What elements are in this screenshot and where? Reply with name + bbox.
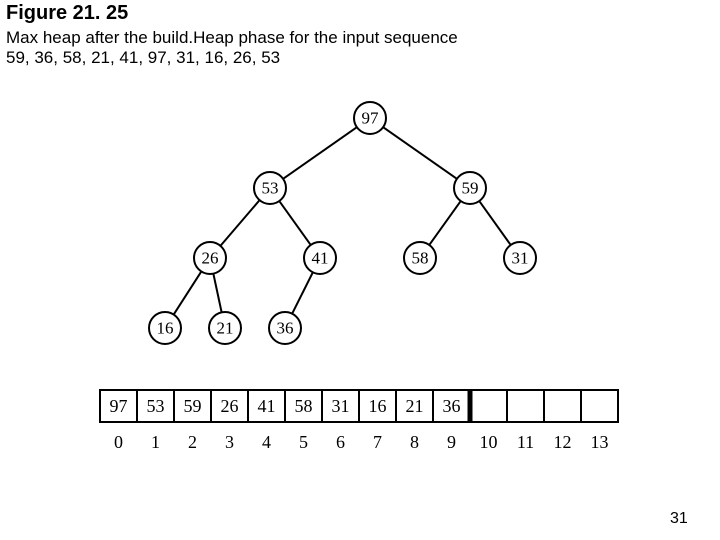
tree-node-label: 97 xyxy=(362,109,380,128)
array-index-label: 5 xyxy=(299,432,308,452)
tree-node-label: 59 xyxy=(462,179,479,198)
array-index-label: 6 xyxy=(336,432,345,452)
tree-edge xyxy=(429,201,460,245)
tree-edge xyxy=(213,274,221,313)
figure-caption: Max heap after the build.Heap phase for … xyxy=(6,28,458,68)
caption-line-2: 59, 36, 58, 21, 41, 97, 31, 16, 26, 53 xyxy=(6,48,458,68)
array-cell-value: 59 xyxy=(184,396,202,416)
array-index-label: 2 xyxy=(188,432,197,452)
caption-line-1: Max heap after the build.Heap phase for … xyxy=(6,28,458,48)
tree-edge xyxy=(292,272,313,313)
array-cell-value: 53 xyxy=(147,396,165,416)
array-index-label: 7 xyxy=(373,432,382,452)
array-index-label: 3 xyxy=(225,432,234,452)
array-cell-value: 16 xyxy=(369,396,387,416)
tree-node-label: 26 xyxy=(202,249,219,268)
tree-node-label: 58 xyxy=(412,249,429,268)
array-cell-value: 41 xyxy=(258,396,276,416)
array-index-label: 9 xyxy=(447,432,456,452)
array-index-label: 0 xyxy=(114,432,123,452)
page: Figure 21. 25 Max heap after the build.H… xyxy=(0,0,720,540)
array-cell-value: 97 xyxy=(110,396,128,416)
tree-edge xyxy=(174,271,202,314)
array-index-label: 10 xyxy=(480,432,498,452)
array-index-label: 8 xyxy=(410,432,419,452)
array-cell-value: 36 xyxy=(443,396,461,416)
array-cell-value: 26 xyxy=(221,396,239,416)
array-cell-value: 31 xyxy=(332,396,350,416)
tree-edge xyxy=(383,127,457,179)
tree-node-label: 41 xyxy=(312,249,329,268)
array-index-label: 13 xyxy=(591,432,609,452)
array-index-label: 12 xyxy=(554,432,572,452)
tree-node-label: 36 xyxy=(277,319,294,338)
tree-node-label: 53 xyxy=(262,179,279,198)
array-cell-value: 21 xyxy=(406,396,424,416)
tree-node-label: 21 xyxy=(217,319,234,338)
tree-edge xyxy=(283,127,357,179)
tree-edge xyxy=(220,200,259,246)
array-index-label: 1 xyxy=(151,432,160,452)
array-index-label: 11 xyxy=(517,432,534,452)
tree-edge xyxy=(279,201,310,245)
figure-title: Figure 21. 25 xyxy=(6,2,128,25)
tree-node-label: 16 xyxy=(157,319,174,338)
heap-diagram: 9753592641583116213697053159226341458531… xyxy=(80,90,640,500)
tree-edge xyxy=(479,201,510,245)
page-number: 31 xyxy=(670,510,688,528)
tree-node-label: 31 xyxy=(512,249,529,268)
array-index-label: 4 xyxy=(262,432,271,452)
array-cell-value: 58 xyxy=(295,396,313,416)
